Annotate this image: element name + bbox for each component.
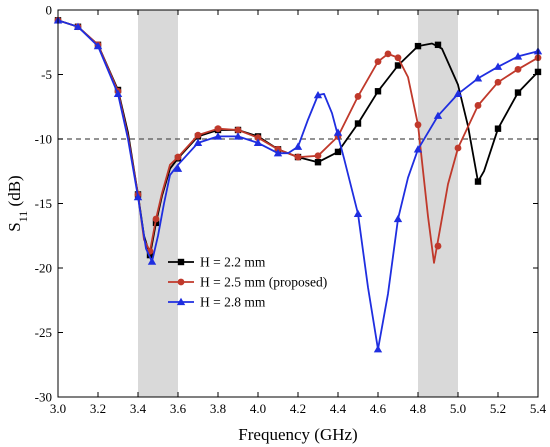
series-point bbox=[147, 257, 157, 265]
series-point bbox=[494, 125, 502, 132]
series-point bbox=[513, 52, 523, 60]
series-point bbox=[434, 242, 442, 250]
x-tick-label: 5.2 bbox=[490, 401, 506, 416]
y-axis-title-unit: (dB) bbox=[5, 175, 24, 210]
y-tick-label: 0 bbox=[46, 3, 53, 18]
series-point bbox=[514, 89, 522, 96]
x-tick-label: 5.0 bbox=[450, 401, 466, 416]
x-tick-label: 5.4 bbox=[530, 401, 547, 416]
shaded-bands bbox=[138, 10, 458, 397]
legend-swatch-marker bbox=[176, 297, 186, 306]
series-point bbox=[313, 90, 323, 99]
series-point bbox=[373, 345, 383, 353]
series-point bbox=[374, 88, 382, 95]
series-point bbox=[414, 121, 422, 129]
series-line bbox=[57, 19, 539, 256]
series-point bbox=[73, 22, 83, 30]
legend-item-3: H = 2.8 mm bbox=[168, 295, 266, 310]
legend-label: H = 2.2 mm bbox=[200, 255, 266, 270]
series-point bbox=[294, 153, 302, 161]
series-3 bbox=[53, 16, 543, 353]
series-point bbox=[374, 58, 382, 65]
series-point bbox=[234, 126, 242, 134]
y-tick-label: -30 bbox=[35, 390, 52, 405]
y-axis-title: S11 (dB) bbox=[5, 175, 30, 231]
series-point bbox=[314, 159, 322, 166]
legend-item-1: H = 2.2 mm bbox=[168, 255, 266, 270]
x-tick-label: 4.4 bbox=[330, 401, 347, 416]
plot-frame bbox=[57, 9, 539, 398]
series-point bbox=[214, 125, 222, 133]
shaded-band-1 bbox=[138, 10, 178, 397]
y-tick-label: -5 bbox=[41, 67, 52, 82]
legend-item-2: H = 2.5 mm (proposed) bbox=[168, 275, 327, 290]
x-tick-label: 3.0 bbox=[50, 401, 66, 416]
y-tick-label: -25 bbox=[35, 325, 52, 340]
y-tick-label: -15 bbox=[35, 196, 52, 211]
series-point bbox=[293, 142, 303, 150]
y-axis-title-main: S bbox=[5, 222, 24, 231]
series-point bbox=[494, 78, 502, 86]
series-point bbox=[514, 65, 522, 73]
series-point bbox=[152, 215, 160, 223]
series-point bbox=[473, 74, 483, 82]
series-point bbox=[213, 132, 223, 140]
x-tick-label: 4.6 bbox=[370, 401, 387, 416]
x-tick-label: 3.4 bbox=[130, 401, 147, 416]
series-point bbox=[233, 132, 243, 140]
series-point bbox=[433, 111, 443, 119]
series-point bbox=[454, 144, 462, 152]
series-point bbox=[253, 138, 263, 147]
legend-swatch-marker bbox=[177, 258, 185, 266]
x-tick-label: 4.2 bbox=[290, 401, 306, 416]
series-point bbox=[133, 192, 143, 201]
series-point bbox=[413, 145, 423, 153]
series-layer bbox=[53, 16, 543, 353]
legend-swatch-marker bbox=[177, 278, 185, 286]
x-tick-label: 3.6 bbox=[170, 401, 187, 416]
series-point bbox=[173, 164, 183, 172]
legend-label: H = 2.5 mm (proposed) bbox=[200, 275, 327, 290]
shaded-band-2 bbox=[418, 10, 458, 397]
x-tick-label: 4.8 bbox=[410, 401, 426, 416]
series-point bbox=[434, 41, 442, 49]
y-axis-title-subscript: 11 bbox=[16, 211, 30, 223]
series-point bbox=[474, 178, 482, 185]
series-line bbox=[57, 19, 539, 351]
axis-ticks bbox=[57, 9, 539, 398]
y-tick-label: -20 bbox=[35, 261, 52, 276]
series-point bbox=[394, 54, 402, 62]
series-point bbox=[93, 41, 103, 50]
legend: H = 2.2 mm H = 2.5 mm (proposed) H = 2.8 m… bbox=[168, 255, 327, 310]
series-point bbox=[193, 138, 203, 147]
legend-label: H = 2.8 mm bbox=[200, 295, 266, 310]
series-point bbox=[453, 89, 463, 97]
series-point bbox=[414, 42, 422, 50]
series-point bbox=[474, 102, 482, 109]
series-point bbox=[146, 251, 154, 259]
x-axis-title: Frequency (GHz) bbox=[238, 425, 357, 444]
series-point bbox=[174, 153, 182, 161]
series-point bbox=[314, 152, 322, 160]
series-point bbox=[334, 148, 342, 156]
series-point bbox=[354, 93, 362, 100]
series-point bbox=[393, 214, 403, 223]
series-point bbox=[254, 134, 262, 142]
series-point bbox=[113, 89, 123, 97]
series-point bbox=[194, 131, 202, 139]
axis-tick-labels: 3.0 3.2 3.4 3.6 3.8 4.0 4.2 4.4 4.6 4.8 5.0 5.2 5.4 0… bbox=[35, 3, 547, 417]
series-point bbox=[353, 209, 363, 217]
y-tick-label: -10 bbox=[35, 132, 52, 147]
series-point bbox=[493, 62, 503, 70]
series-point bbox=[333, 128, 343, 136]
series-point bbox=[354, 120, 362, 127]
series-point bbox=[394, 62, 402, 69]
series-point bbox=[384, 50, 392, 58]
series-point bbox=[273, 148, 283, 157]
x-tick-label: 3.8 bbox=[210, 401, 226, 416]
x-tick-label: 4.0 bbox=[250, 401, 266, 416]
x-tick-label: 3.2 bbox=[90, 401, 106, 416]
